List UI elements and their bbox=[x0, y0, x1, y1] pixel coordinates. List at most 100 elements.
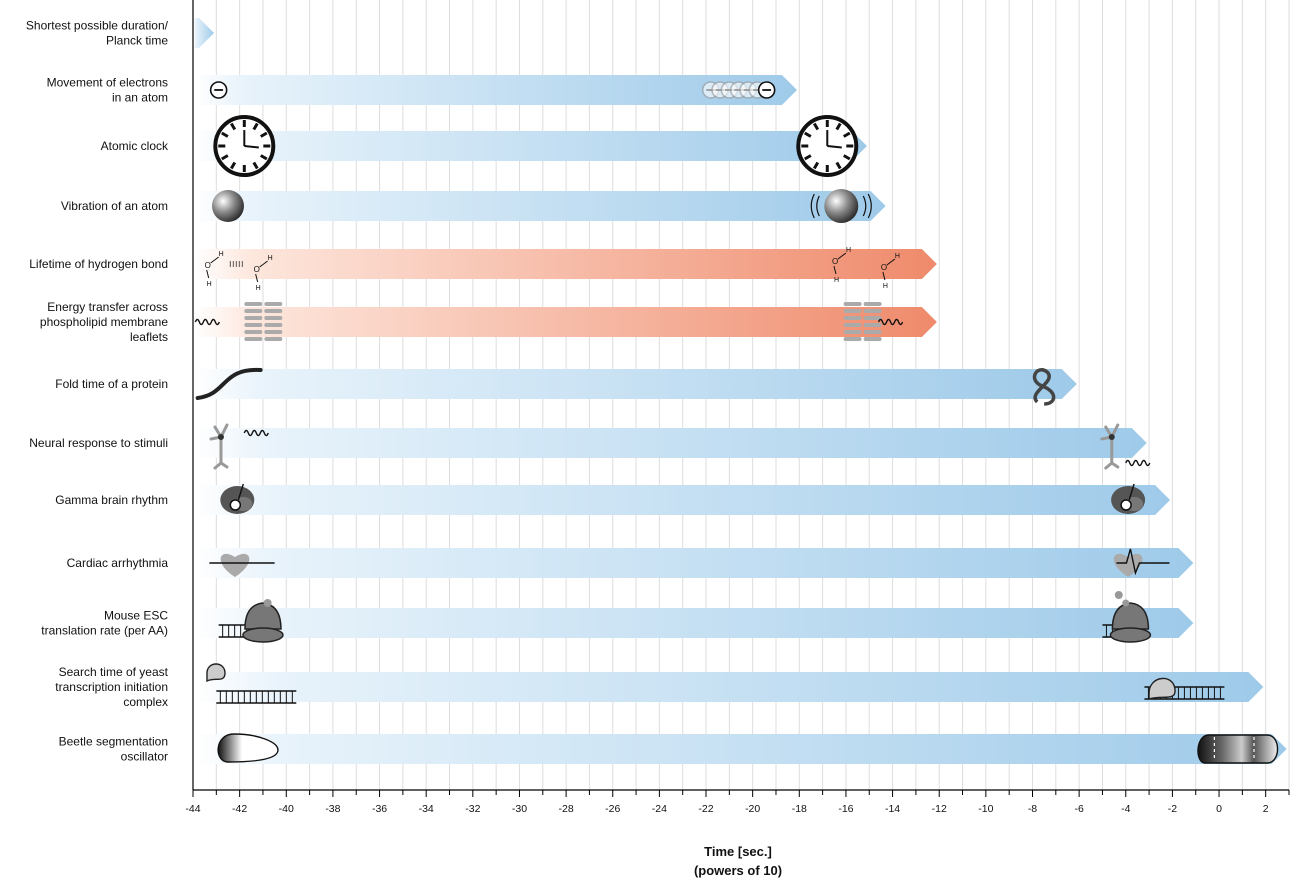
row-label-13: Beetle segmentation oscillator bbox=[59, 735, 168, 764]
vibrating-atom-icon bbox=[810, 189, 872, 223]
clock-tick bbox=[221, 131, 229, 138]
wave bbox=[877, 318, 904, 326]
row-label-2: Movement of electrons in an atom bbox=[47, 76, 168, 105]
x-tick-label: -22 bbox=[698, 803, 713, 815]
bond bbox=[259, 260, 268, 268]
clock-icon bbox=[213, 115, 276, 177]
row-label-10: Cardiac arrhythmia bbox=[67, 556, 169, 570]
clock-tick bbox=[804, 154, 812, 161]
protein-strand bbox=[195, 367, 263, 400]
lipid bbox=[264, 309, 283, 313]
x-tick-label: -2 bbox=[1168, 803, 1177, 815]
x-tick-label: -4 bbox=[1121, 803, 1130, 815]
bar-row-6 bbox=[194, 307, 937, 337]
electrode bbox=[229, 499, 242, 511]
x-tick-label: 2 bbox=[1263, 803, 1269, 815]
amino-acid bbox=[1122, 599, 1130, 607]
lipid bbox=[863, 337, 882, 341]
row-label-line: Lifetime of hydrogen bond bbox=[29, 257, 168, 271]
bar-row-10 bbox=[194, 548, 1194, 578]
clock-hand bbox=[827, 145, 842, 149]
clock-tick bbox=[842, 131, 851, 138]
x-tick-label: -42 bbox=[232, 803, 247, 815]
electron-icon bbox=[757, 81, 776, 99]
x-tick-label: -38 bbox=[325, 803, 340, 815]
sphere bbox=[824, 189, 859, 223]
clock-tick bbox=[221, 154, 229, 161]
x-tick-label: -40 bbox=[279, 803, 294, 815]
bond bbox=[882, 271, 886, 281]
ribosome-small bbox=[1109, 627, 1152, 643]
neuron-shape bbox=[1100, 423, 1120, 470]
bar-row-4 bbox=[194, 191, 886, 221]
clock-tick bbox=[230, 161, 237, 170]
row-label-line: phospholipid membrane bbox=[40, 315, 168, 329]
ecg-spike bbox=[1116, 548, 1170, 576]
lipid bbox=[863, 302, 882, 306]
vibration-arc bbox=[810, 193, 815, 219]
bar-row-3 bbox=[194, 131, 867, 161]
bond bbox=[833, 265, 837, 275]
row-label-line: in an atom bbox=[112, 91, 168, 105]
atom-h: H bbox=[207, 281, 212, 288]
bars-group bbox=[194, 18, 1287, 764]
row-label-line: Movement of electrons bbox=[47, 76, 168, 90]
heart-ecg-icon bbox=[1113, 548, 1170, 577]
row-label-line: Mouse ESC bbox=[104, 609, 168, 623]
row-label-1: Shortest possible duration/Planck time bbox=[26, 19, 169, 48]
wave bbox=[194, 318, 220, 326]
atom-o: O bbox=[832, 257, 838, 266]
lipid bbox=[264, 337, 283, 341]
lipid bbox=[244, 302, 263, 306]
bond bbox=[837, 252, 847, 260]
bar-row-7 bbox=[194, 369, 1077, 399]
clock-tick bbox=[812, 122, 820, 131]
neuron-icon bbox=[209, 423, 269, 470]
lipid bbox=[843, 309, 862, 313]
row-label-line: complex bbox=[123, 695, 168, 709]
neuron-nucleus bbox=[217, 434, 224, 440]
x-axis-subtitle: (powers of 10) bbox=[694, 863, 782, 878]
x-tick-label: -20 bbox=[745, 803, 760, 815]
row-label-line: Vibration of an atom bbox=[61, 199, 168, 213]
atom-h: H bbox=[219, 251, 224, 258]
folded-protein-icon bbox=[1032, 368, 1056, 406]
row-label-9: Gamma brain rhythm bbox=[55, 493, 168, 507]
protein-complex bbox=[206, 663, 226, 683]
lipid bbox=[863, 309, 882, 313]
x-tick-label: -24 bbox=[652, 803, 667, 815]
embryo-shape bbox=[217, 733, 279, 763]
x-tick-label: -6 bbox=[1074, 803, 1083, 815]
neuron-shape bbox=[209, 423, 229, 470]
atom-sphere-icon bbox=[211, 190, 244, 222]
row-label-5: Lifetime of hydrogen bond bbox=[29, 257, 168, 271]
row-label-line: oscillator bbox=[121, 750, 168, 764]
bar-row-11 bbox=[194, 608, 1194, 638]
row-label-line: Beetle segmentation bbox=[59, 735, 168, 749]
bond bbox=[255, 273, 259, 283]
row-label-line: Search time of yeast bbox=[59, 665, 169, 679]
bar-row-9 bbox=[194, 485, 1171, 515]
row-label-line: Atomic clock bbox=[101, 139, 169, 153]
atom-o: O bbox=[881, 263, 887, 272]
row-label-8: Neural response to stimuli bbox=[29, 436, 168, 450]
amino-acid bbox=[1114, 591, 1123, 599]
lipid bbox=[244, 323, 263, 327]
row-label-line: Planck time bbox=[106, 34, 168, 48]
neuron-icon bbox=[1100, 423, 1151, 470]
clock-hand bbox=[244, 145, 259, 149]
electrode bbox=[1120, 499, 1132, 511]
membrane-icon bbox=[843, 302, 904, 341]
x-tick-label: -18 bbox=[792, 803, 807, 815]
bar-row-2 bbox=[194, 75, 797, 105]
brain-icon bbox=[1111, 483, 1146, 514]
row-label-line: Energy transfer across bbox=[47, 300, 168, 314]
membrane-icon bbox=[194, 302, 283, 341]
row-label-6: Energy transfer across phospholipid membr… bbox=[40, 300, 168, 344]
brain-icon bbox=[220, 483, 255, 514]
wave bbox=[1125, 459, 1151, 467]
atom-h: H bbox=[256, 285, 261, 292]
x-axis-title: Time [sec.] bbox=[704, 844, 772, 859]
row-label-line: Cardiac arrhythmia bbox=[67, 556, 169, 570]
